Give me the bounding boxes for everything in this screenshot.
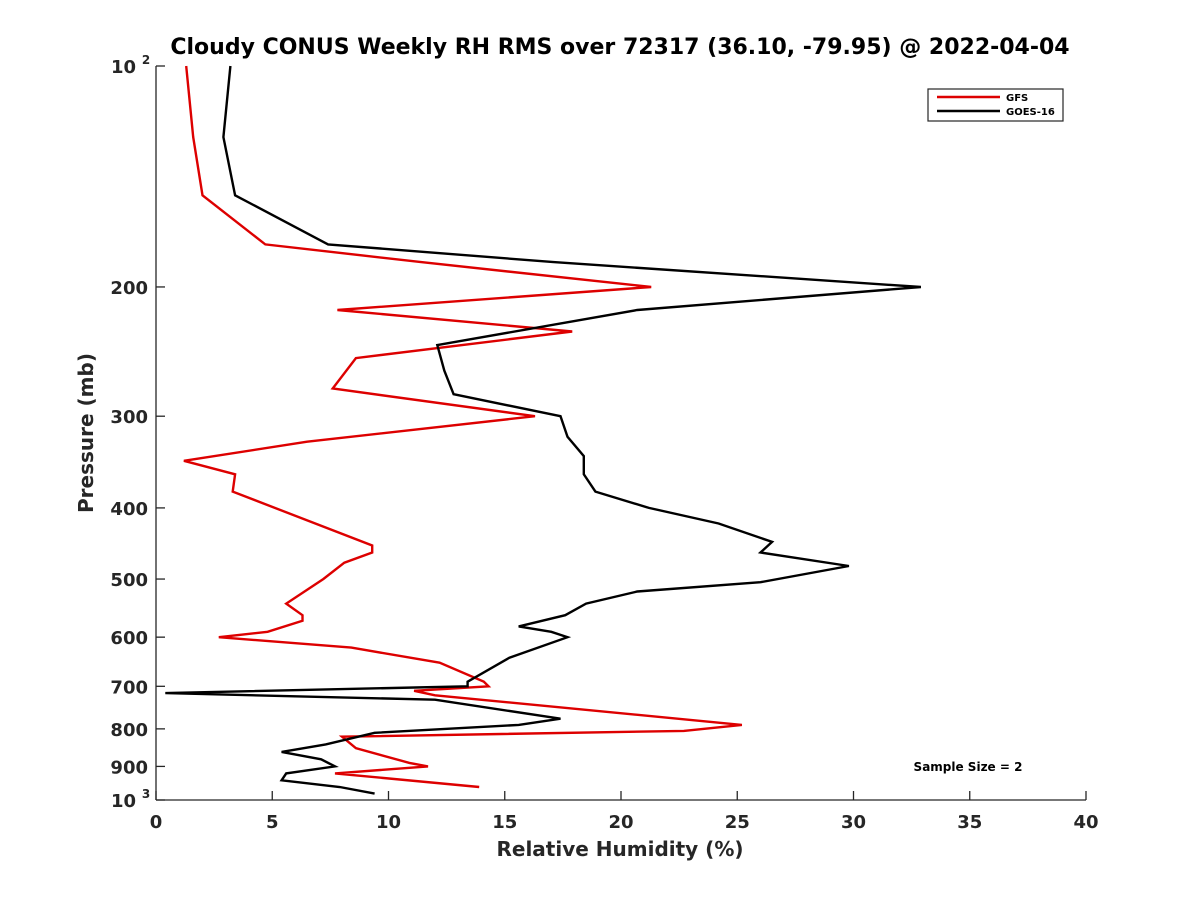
y-tick-label: 900 <box>110 757 148 778</box>
x-tick-label: 40 <box>1073 812 1098 833</box>
x-tick-label: 20 <box>608 812 633 833</box>
x-tick-label: 25 <box>725 812 750 833</box>
x-axis-ticks: 0 5 10 15 20 25 30 35 40 <box>150 791 1099 833</box>
y-axis-ticks: 10 2 200 300 400 500 600 700 800 900 10 3 <box>110 53 165 812</box>
y-tick-superscript: 2 <box>142 53 150 67</box>
x-tick-label: 35 <box>957 812 982 833</box>
sample-size-annotation: Sample Size = 2 <box>914 760 1023 774</box>
y-tick-label: 300 <box>110 407 148 428</box>
y-axis-label: Pressure (mb) <box>74 353 98 513</box>
y-tick-label: 800 <box>110 720 148 741</box>
x-tick-label: 5 <box>266 812 279 833</box>
series-line-goes-16 <box>165 65 921 795</box>
y-tick-label: 500 <box>110 570 148 591</box>
y-tick-label: 10 <box>111 57 136 78</box>
x-tick-label: 15 <box>492 812 517 833</box>
x-axis-label: Relative Humidity (%) <box>496 837 743 861</box>
legend-label: GOES-16 <box>1006 107 1055 118</box>
x-tick-label: 10 <box>376 812 401 833</box>
legend: GFS GOES-16 <box>927 88 1064 122</box>
legend-label: GFS <box>1006 93 1028 104</box>
x-tick-label: 30 <box>841 812 866 833</box>
y-tick-superscript: 3 <box>142 787 150 801</box>
y-tick-label: 10 <box>111 791 136 812</box>
chart-title: Cloudy CONUS Weekly RH RMS over 72317 (3… <box>170 35 1069 60</box>
y-tick-label: 400 <box>110 499 148 520</box>
y-tick-label: 200 <box>110 278 148 299</box>
series-line-gfs <box>183 65 743 789</box>
y-tick-label: 600 <box>110 628 148 649</box>
plot-area <box>155 65 1086 801</box>
x-tick-label: 0 <box>150 812 163 833</box>
y-tick-label: 700 <box>110 677 148 698</box>
legend-box <box>927 88 1064 122</box>
